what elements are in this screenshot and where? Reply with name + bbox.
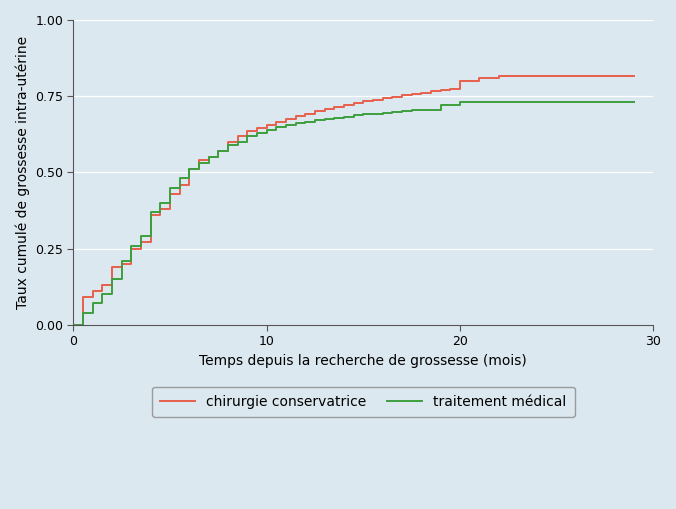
chirurgie conservatrice [427, 88, 435, 94]
traitement médical [379, 109, 387, 116]
traitement médical [166, 185, 174, 191]
chirurgie conservatrice [446, 86, 454, 92]
chirurgie conservatrice [70, 322, 78, 328]
traitement médical [137, 233, 145, 239]
chirurgie conservatrice [176, 182, 184, 188]
chirurgie conservatrice [320, 106, 329, 112]
traitement médical [398, 108, 406, 114]
chirurgie conservatrice [108, 264, 116, 270]
traitement médical [311, 117, 319, 123]
traitement médical [417, 106, 425, 112]
chirurgie conservatrice [291, 113, 299, 119]
chirurgie conservatrice [301, 110, 310, 117]
chirurgie conservatrice [349, 100, 358, 106]
traitement médical [349, 112, 358, 119]
traitement médical [127, 242, 135, 248]
Line: traitement médical: traitement médical [74, 102, 633, 325]
traitement médical [456, 99, 464, 105]
traitement médical [147, 209, 155, 215]
chirurgie conservatrice [379, 95, 387, 101]
traitement médical [79, 309, 87, 316]
chirurgie conservatrice [398, 92, 406, 98]
traitement médical [70, 322, 78, 328]
chirurgie conservatrice [224, 139, 232, 145]
traitement médical [359, 111, 367, 118]
traitement médical [234, 139, 242, 145]
chirurgie conservatrice [494, 73, 502, 79]
chirurgie conservatrice [369, 97, 377, 103]
traitement médical [214, 148, 222, 154]
traitement médical [156, 200, 164, 206]
Legend: chirurgie conservatrice, traitement médical: chirurgie conservatrice, traitement médi… [152, 386, 575, 417]
chirurgie conservatrice [253, 125, 261, 131]
traitement médical [176, 176, 184, 182]
traitement médical [437, 102, 445, 108]
chirurgie conservatrice [437, 87, 445, 93]
traitement médical [118, 258, 126, 264]
traitement médical [408, 107, 416, 114]
traitement médical [369, 110, 377, 117]
chirurgie conservatrice [79, 294, 87, 300]
chirurgie conservatrice [331, 104, 339, 110]
chirurgie conservatrice [475, 75, 483, 81]
Y-axis label: Taux cumulé de grossesse intra-utérine: Taux cumulé de grossesse intra-utérine [15, 36, 30, 309]
traitement médical [243, 133, 251, 139]
traitement médical [629, 99, 637, 105]
chirurgie conservatrice [156, 206, 164, 212]
traitement médical [331, 115, 339, 121]
chirurgie conservatrice [147, 212, 155, 218]
traitement médical [291, 120, 299, 126]
chirurgie conservatrice [166, 191, 174, 197]
chirurgie conservatrice [629, 73, 637, 79]
chirurgie conservatrice [282, 116, 290, 122]
chirurgie conservatrice [89, 288, 97, 294]
chirurgie conservatrice [340, 102, 348, 108]
chirurgie conservatrice [99, 282, 107, 288]
traitement médical [185, 166, 193, 173]
traitement médical [224, 142, 232, 148]
chirurgie conservatrice [118, 261, 126, 267]
chirurgie conservatrice [137, 239, 145, 245]
traitement médical [301, 119, 310, 125]
chirurgie conservatrice [359, 98, 367, 104]
traitement médical [99, 291, 107, 297]
chirurgie conservatrice [205, 154, 213, 160]
traitement médical [195, 160, 203, 166]
traitement médical [320, 116, 329, 122]
Line: chirurgie conservatrice: chirurgie conservatrice [74, 76, 633, 325]
chirurgie conservatrice [214, 148, 222, 154]
chirurgie conservatrice [127, 245, 135, 251]
chirurgie conservatrice [311, 108, 319, 115]
chirurgie conservatrice [262, 122, 270, 128]
traitement médical [253, 130, 261, 136]
chirurgie conservatrice [195, 157, 203, 163]
chirurgie conservatrice [456, 78, 464, 84]
traitement médical [108, 276, 116, 282]
traitement médical [340, 114, 348, 120]
chirurgie conservatrice [388, 94, 396, 100]
traitement médical [89, 300, 97, 306]
chirurgie conservatrice [408, 91, 416, 97]
chirurgie conservatrice [272, 119, 281, 125]
chirurgie conservatrice [234, 133, 242, 139]
traitement médical [262, 127, 270, 133]
traitement médical [388, 109, 396, 115]
X-axis label: Temps depuis la recherche de grossesse (mois): Temps depuis la recherche de grossesse (… [199, 354, 527, 367]
traitement médical [282, 122, 290, 128]
chirurgie conservatrice [243, 128, 251, 134]
chirurgie conservatrice [185, 166, 193, 173]
traitement médical [272, 124, 281, 130]
chirurgie conservatrice [417, 90, 425, 96]
traitement médical [205, 154, 213, 160]
